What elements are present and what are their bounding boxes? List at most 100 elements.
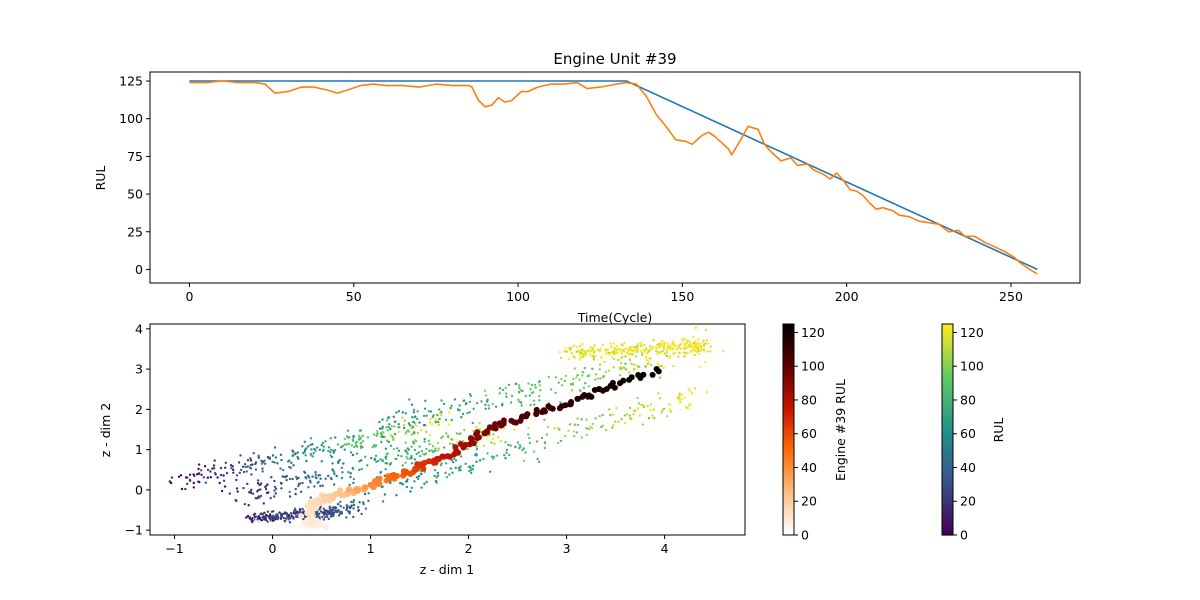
background-point <box>240 468 243 472</box>
colorbar-tick-label: 80 <box>960 392 976 407</box>
y-tick-label: 1 <box>135 442 143 457</box>
background-point <box>644 346 648 350</box>
background-point <box>343 443 346 446</box>
colorbar-slice <box>942 355 953 360</box>
colorbar-slice <box>783 489 794 494</box>
colorbar-slice <box>942 397 953 402</box>
background-point <box>374 454 378 458</box>
engine-39-point <box>304 510 311 517</box>
background-point <box>364 455 367 458</box>
background-point <box>537 460 541 464</box>
background-point <box>471 421 474 425</box>
colorbar-slice <box>942 341 953 346</box>
background-point <box>482 457 485 461</box>
background-point <box>582 355 585 359</box>
colorbar-slice <box>942 489 953 494</box>
background-point <box>261 467 264 470</box>
background-point <box>381 500 385 503</box>
background-point <box>184 487 187 491</box>
background-point <box>624 347 627 350</box>
background-point <box>329 437 332 440</box>
background-point <box>434 417 437 420</box>
background-point <box>192 486 195 489</box>
background-point <box>671 340 674 343</box>
background-point <box>252 452 255 455</box>
background-point <box>559 401 562 404</box>
background-point <box>591 346 594 350</box>
background-point <box>612 342 616 346</box>
background-point <box>640 351 644 354</box>
background-point <box>360 446 363 449</box>
background-point <box>686 351 689 355</box>
background-point <box>292 512 295 515</box>
engine-39-point <box>403 469 410 476</box>
background-point <box>271 460 274 463</box>
colorbar-slice <box>942 369 953 374</box>
colorbar-slice <box>783 394 794 399</box>
background-point <box>296 451 299 454</box>
background-point <box>320 460 323 463</box>
background-point <box>581 348 584 351</box>
background-point <box>345 506 349 510</box>
background-point <box>612 366 615 369</box>
background-point <box>291 449 294 452</box>
background-point <box>615 406 618 410</box>
background-point <box>575 345 579 349</box>
background-point <box>313 485 316 488</box>
background-point <box>609 342 612 345</box>
colorbar-slice <box>783 433 794 438</box>
background-point <box>327 449 330 453</box>
bottom-x-axis-label: z - dim 1 <box>420 562 475 577</box>
background-point <box>651 345 654 349</box>
background-point <box>570 389 574 392</box>
background-point <box>454 459 458 462</box>
engine-39-point <box>371 478 378 484</box>
colorbar-tick-label: 80 <box>801 392 817 407</box>
background-point <box>647 350 650 353</box>
background-point <box>604 428 608 432</box>
background-point <box>491 402 494 406</box>
background-point <box>509 444 512 447</box>
background-point <box>524 394 527 398</box>
background-point <box>704 328 708 331</box>
background-point <box>677 355 680 358</box>
background-point <box>599 377 602 380</box>
background-point <box>637 342 640 345</box>
background-point <box>322 445 326 448</box>
background-point <box>235 487 239 490</box>
background-point <box>684 345 687 349</box>
background-point <box>352 507 355 510</box>
background-point <box>404 449 407 452</box>
background-point <box>539 389 542 392</box>
engine-39-point <box>291 520 298 527</box>
colorbar-tick-label: 0 <box>801 528 809 543</box>
background-point <box>581 374 584 377</box>
colorbar-tick-label: 60 <box>801 426 817 441</box>
background-point <box>654 350 658 353</box>
background-point <box>445 475 449 479</box>
background-point <box>222 474 225 477</box>
colorbar-slice <box>942 334 953 339</box>
background-point <box>313 447 316 451</box>
background-point <box>518 386 521 389</box>
background-point <box>224 461 227 464</box>
background-point <box>530 383 533 387</box>
background-point <box>335 474 338 478</box>
colorbar-engine-39-rul: Engine #39 RUL 0 20 40 60 80 100 120 <box>782 323 848 543</box>
engine-39-point <box>640 371 647 378</box>
background-point <box>638 365 641 369</box>
colorbar-slice <box>783 376 794 381</box>
colorbar-frame <box>941 323 954 536</box>
background-point <box>417 451 420 454</box>
background-point <box>636 407 640 410</box>
background-point <box>424 399 427 402</box>
background-point <box>569 383 573 386</box>
background-point <box>518 446 521 450</box>
background-point <box>378 420 381 424</box>
background-point <box>405 431 408 434</box>
background-point <box>261 513 264 516</box>
bottom-axes-frame <box>149 323 746 536</box>
background-point <box>280 487 283 490</box>
background-point <box>440 436 443 439</box>
background-point <box>428 449 431 452</box>
